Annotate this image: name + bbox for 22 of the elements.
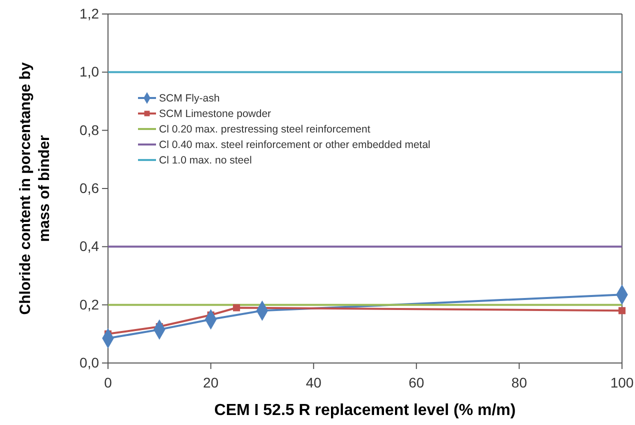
- legend-label: SCM Limestone powder: [159, 108, 272, 120]
- y-tick-label: 1,0: [80, 64, 100, 80]
- y-tick-label: 0,8: [80, 122, 100, 138]
- x-tick-label: 80: [511, 374, 528, 390]
- y-tick-label: 0,0: [80, 354, 100, 370]
- y-tick-label: 0,4: [80, 238, 100, 254]
- x-tick-label: 100: [610, 374, 634, 390]
- y-tick-label: 0,6: [80, 180, 100, 196]
- x-tick-label: 20: [203, 374, 219, 390]
- legend-label: Cl 0.40 max. steel reinforcement or other embedded metal: [159, 139, 430, 152]
- legend-label: SCM Fly-ash: [159, 92, 220, 105]
- point: [618, 307, 626, 314]
- legend-label: Cl 0.20 max. prestressing steel reinforcement: [159, 124, 370, 136]
- x-tick-label: 60: [408, 374, 424, 390]
- legend-label: Cl 1.0 max. no steel: [159, 154, 252, 167]
- x-axis-title: CEM I 52.5 R replacement level (% m/m): [214, 402, 516, 419]
- y-tick-label: 1,2: [80, 5, 100, 22]
- point: [232, 304, 240, 312]
- x-tick-label: 40: [306, 374, 322, 390]
- y-axis-title: Chloride content in porcentange by mass of binder: [17, 62, 53, 315]
- y-tick-label: 0,2: [80, 296, 100, 312]
- x-tick-label: 0: [104, 374, 112, 390]
